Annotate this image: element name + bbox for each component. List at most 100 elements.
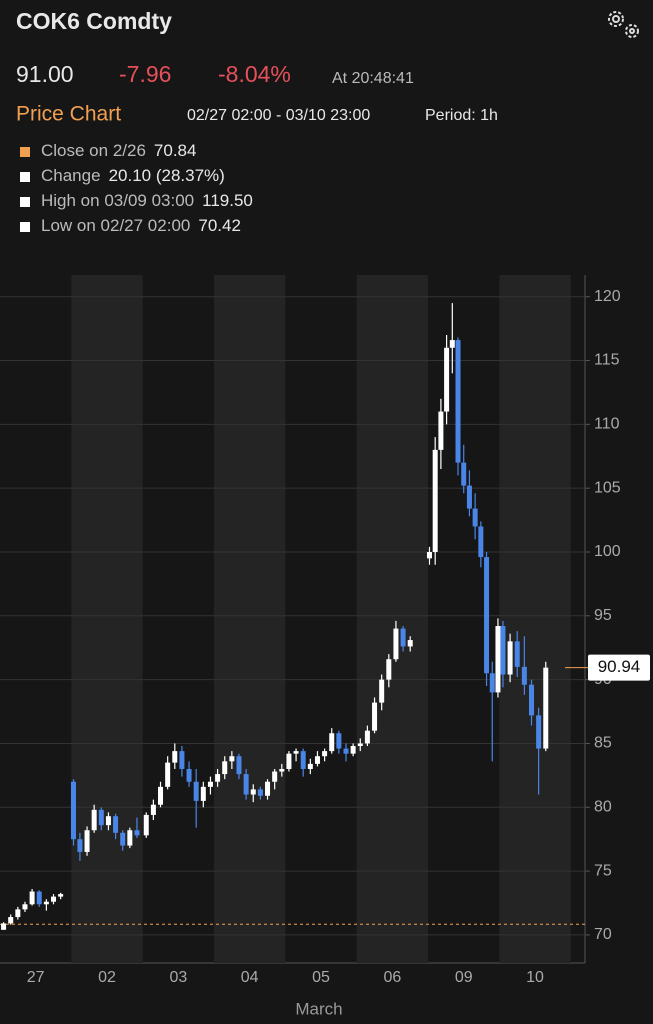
candle-body (98, 809, 104, 826)
candle-body (507, 641, 513, 675)
candle-body (372, 702, 378, 731)
candle-body (528, 684, 534, 716)
candle-body (8, 917, 14, 924)
candle-body (279, 768, 285, 772)
y-tick-label: 70 (594, 926, 612, 943)
x-tick-label: 06 (383, 969, 401, 986)
day-band (214, 275, 286, 963)
plot (0, 275, 585, 963)
y-tick-label: 115 (594, 352, 620, 369)
candle-body (207, 781, 213, 787)
candle-body (449, 340, 455, 348)
candle-body (379, 679, 385, 703)
candle-body (386, 659, 392, 680)
x-tick-label: 09 (455, 969, 473, 986)
y-tick-label: 105 (594, 479, 621, 496)
candle-body (364, 730, 370, 744)
stat-marker (20, 147, 30, 157)
settings-icon[interactable] (608, 11, 639, 38)
candle-body (58, 894, 64, 897)
stat-row: Close on 2/26 70.84 (41, 141, 196, 160)
candle-body (127, 830, 133, 846)
candle-body (438, 411, 444, 450)
candle-body (250, 789, 256, 795)
stat-value: 20.10 (28.37%) (109, 166, 225, 185)
stat-value: 70.84 (154, 141, 197, 160)
candle-body (350, 746, 356, 754)
y-tick-label: 75 (594, 862, 612, 879)
stat-label: Change (41, 166, 101, 185)
candle-body (272, 771, 278, 782)
day-band (71, 275, 143, 963)
x-tick-label: 10 (526, 969, 544, 986)
candle-body (22, 904, 28, 910)
candle-body (265, 781, 271, 796)
x-tick-label: 03 (169, 969, 187, 986)
candle-body (15, 909, 21, 918)
candle-body (489, 673, 495, 693)
y-tick-label: 100 (594, 543, 621, 560)
candle-body (314, 756, 320, 764)
candle-body (543, 667, 549, 749)
candle-body (426, 551, 432, 559)
candle-body (143, 814, 149, 836)
stat-label: High on 03/09 03:00 (41, 191, 194, 210)
candle-body (307, 763, 313, 769)
candle-body (500, 626, 506, 675)
candle-body (300, 751, 306, 769)
candle-body (105, 816, 111, 826)
candle-body (84, 830, 90, 852)
candle-body (91, 809, 97, 831)
candle-body (257, 789, 263, 796)
candle-body (478, 526, 484, 558)
candle-body (407, 640, 413, 647)
stat-row: High on 03/09 03:00 119.50 (41, 191, 253, 210)
period: Period: 1h (425, 107, 498, 124)
candle-body (243, 774, 249, 795)
candle-body (455, 340, 461, 463)
y-tick-label: 95 (594, 607, 612, 624)
x-tick-label: 05 (312, 969, 330, 986)
candle-body (343, 748, 349, 754)
net-change: -7.96 (119, 61, 171, 87)
candle-body (51, 896, 57, 902)
candle-body (432, 449, 438, 552)
candle-body (134, 830, 140, 836)
candle-body (1, 923, 7, 930)
x-axis-label: March (295, 999, 342, 1018)
candle-body (393, 628, 399, 660)
candle-body (158, 786, 164, 805)
date-range: 02/27 02:00 - 03/10 23:00 (187, 107, 370, 124)
candle-body (495, 626, 501, 693)
candle-body (472, 508, 478, 527)
stat-value: 119.50 (202, 191, 253, 210)
candle-body (236, 756, 242, 775)
time: At 20:48:41 (332, 70, 414, 87)
candle-body (484, 557, 490, 674)
candle-body (521, 666, 527, 685)
candle-body (466, 485, 472, 509)
candle-body (329, 733, 335, 752)
candle-body (222, 761, 228, 775)
day-band (499, 275, 571, 963)
candle-body (186, 768, 192, 782)
candle-body (461, 462, 467, 486)
candle-body (293, 751, 299, 754)
stat-marker (20, 222, 30, 232)
stat-label: Close on 2/26 (41, 141, 146, 160)
candle-body (150, 804, 156, 815)
stat-value: 70.42 (198, 216, 241, 235)
candle-body (514, 641, 520, 667)
chart-label: Price Chart (16, 103, 121, 126)
x-tick-label: 04 (241, 969, 259, 986)
candle-body (336, 733, 342, 749)
pct-change: -8.04% (218, 61, 291, 87)
y-tick-label: 80 (594, 798, 612, 815)
candle-body (77, 839, 83, 852)
candle-body (400, 628, 406, 647)
day-band (356, 275, 429, 963)
candle-body (322, 751, 328, 757)
candle-body (444, 347, 450, 412)
